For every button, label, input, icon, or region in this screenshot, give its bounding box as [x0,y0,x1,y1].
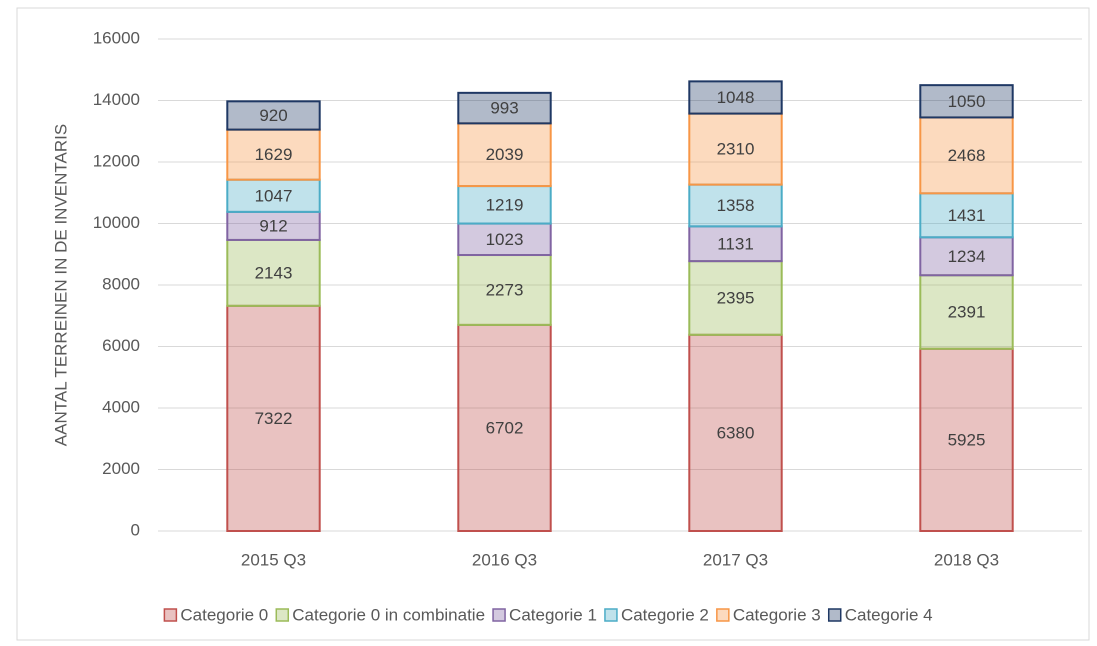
bar-segment [457,185,552,225]
bar-segment [919,192,1014,239]
y-tick-label: 12000 [93,151,140,170]
bar-segment [919,236,1014,277]
legend-swatch [163,608,178,622]
bar-segment [457,91,552,125]
legend-swatch [827,608,842,622]
x-tick-label: 2016 Q3 [472,550,537,569]
legend-label: Categorie 1 [509,605,597,624]
legend-swatch [716,608,730,622]
bar-segment [688,333,783,532]
y-axis-title: AANTAL TERREINEN IN DE INVENTARIS [51,124,70,446]
bar-segment [457,323,552,533]
data-label: 6380 [717,423,755,442]
data-label: 1219 [486,195,524,214]
data-label: 1131 [717,234,754,253]
y-tick-label: 14000 [93,90,140,109]
legend-label: Categorie 4 [845,605,933,624]
data-label: 1047 [255,186,293,205]
y-tick-label: 0 [131,520,140,539]
data-label: 912 [259,216,287,235]
data-label: 5925 [948,430,986,449]
data-label: 2395 [717,288,755,307]
data-label: 2039 [486,145,524,164]
bar-segment [226,100,321,131]
data-label: 1234 [948,247,986,266]
x-tick-label: 2018 Q3 [934,550,999,569]
data-label: 2143 [255,263,293,282]
data-label: 1629 [255,145,293,164]
data-label: 6702 [486,418,524,437]
data-label: 920 [259,106,287,125]
legend-swatch [492,608,506,622]
bar-segment [226,238,321,307]
data-label: 993 [490,99,518,118]
bar-segment [226,128,321,181]
y-tick-label: 10000 [93,213,140,232]
chart-frame [16,7,1090,641]
bar-segment [226,304,321,533]
data-label: 1050 [948,92,986,111]
legend-label: Categorie 3 [733,605,821,624]
y-tick-label: 4000 [102,397,140,416]
y-tick-label: 2000 [102,459,140,478]
data-label: 2468 [948,146,986,165]
data-label: 2310 [717,140,755,159]
bar-segment [688,225,783,263]
data-label: 7322 [255,409,293,428]
data-label: 2273 [486,280,524,299]
legend-swatch [604,608,618,622]
legend-swatch [275,608,290,622]
legend-label: Categorie 2 [621,605,709,624]
y-tick-label: 16000 [93,28,140,47]
x-tick-label: 2015 Q3 [241,550,306,569]
legend-label: Categorie 0 [180,605,268,624]
legend-label: Categorie 0 in combinatie [292,605,485,624]
data-label: 1358 [717,196,755,215]
bar-segment [226,178,321,213]
x-tick-label: 2017 Q3 [703,550,768,569]
y-tick-label: 8000 [102,274,140,293]
bar-segment [457,222,552,257]
bar-segment [919,347,1014,532]
bar-segment [688,260,783,336]
y-tick-label: 6000 [102,336,140,355]
data-label: 1431 [948,206,986,225]
bar-segment [688,80,783,115]
data-label: 1048 [717,88,755,107]
bar-segment [919,84,1014,119]
data-label: 2391 [948,303,986,322]
data-label: 1023 [486,230,524,249]
bar-segment [919,274,1014,350]
